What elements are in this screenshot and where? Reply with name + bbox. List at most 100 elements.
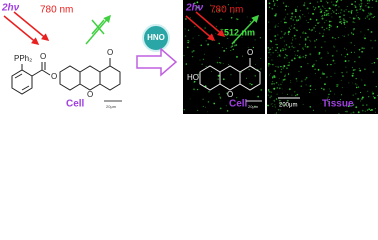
fluorescence-dot: [304, 15, 306, 17]
fluorescence-dot: [351, 10, 353, 12]
fluorescence-dot: [321, 10, 323, 11]
atom-label: HO: [187, 73, 199, 82]
fluorescence-dot: [346, 49, 347, 51]
blocked-mark: [91, 19, 105, 35]
fluorescence-dot: [233, 12, 235, 14]
fluorescence-dot: [189, 98, 191, 100]
fluorescence-dot: [276, 87, 279, 89]
fluorescence-dot: [371, 7, 373, 8]
fluorescence-dot: [323, 11, 326, 14]
fluorescence-dot: [222, 63, 224, 65]
fluorescence-dot: [345, 66, 347, 68]
fluorescence-dot: [330, 13, 332, 15]
fluorescence-dot: [323, 6, 325, 8]
fluorescence-dot: [315, 30, 316, 32]
fluorescence-dot: [350, 41, 353, 44]
fluorescence-dot: [313, 63, 315, 66]
fluorescence-dot: [269, 96, 272, 99]
fluorescence-dot: [282, 66, 285, 69]
fluorescence-dot: [312, 12, 315, 15]
fluorescence-dot: [327, 51, 329, 53]
fluorescence-dot: [284, 75, 286, 78]
fluorescence-dot: [278, 84, 280, 86]
fluorescence-dot: [352, 69, 355, 72]
fluorescence-dot: [370, 30, 373, 33]
fluorescence-dot: [254, 75, 256, 77]
fluorescence-dot: [293, 51, 295, 53]
fluorescence-dot: [280, 21, 282, 23]
fluorescence-dot: [319, 8, 322, 11]
fluorescence-dot: [190, 17, 192, 19]
fluorescence-dot: [357, 86, 360, 88]
fluorescence-dot: [346, 110, 348, 113]
fluorescence-dot: [295, 19, 298, 22]
fluorescence-dot: [271, 7, 274, 10]
fluorescence-dot: [282, 48, 284, 50]
fluorescence-dot: [321, 87, 323, 89]
fluorescence-dot: [364, 110, 366, 112]
fluorescence-dot: [371, 91, 374, 93]
fluorescence-dot: [346, 21, 348, 23]
fluorescence-dot: [317, 68, 320, 71]
fluorescence-dot: [269, 39, 272, 42]
fluorescence-dot: [322, 71, 324, 73]
fluorescence-dot: [331, 36, 334, 39]
fluorescence-dot: [352, 17, 355, 20]
fluorescence-dot: [279, 103, 281, 105]
fluorescence-dot: [356, 15, 358, 17]
fluorescence-dot: [285, 54, 287, 56]
fluorescence-dot: [329, 90, 332, 92]
fluorescence-dot: [306, 7, 309, 10]
fluorescence-dot: [285, 5, 288, 8]
fluorescence-dot: [347, 105, 350, 108]
fluorescence-dot: [225, 47, 227, 49]
fluorescence-dot: [235, 9, 238, 12]
fluorescence-dot: [325, 20, 327, 21]
fluorescence-dot: [373, 15, 376, 18]
fluorescence-dot: [372, 92, 374, 95]
fluorescence-dot: [287, 73, 290, 76]
fluorescence-dot: [351, 32, 353, 34]
fluorescence-dot: [309, 91, 311, 93]
fluorescence-dot: [349, 16, 351, 19]
fluorescence-dot: [273, 99, 275, 101]
fluorescence-dot: [354, 44, 356, 46]
fluorescence-dot: [196, 109, 199, 112]
fluorescence-dot: [355, 93, 357, 95]
fluorescence-dot: [309, 85, 312, 87]
excitation-arrow: [195, 11, 226, 37]
fluorescence-dot: [198, 73, 200, 75]
fluorescence-dot: [342, 18, 345, 20]
fluorescence-dot: [231, 45, 234, 48]
fluorescence-dot: [321, 73, 324, 75]
fluorescence-dot: [302, 55, 305, 58]
fluorescence-dot: [297, 19, 300, 21]
fluorescence-dot: [267, 62, 270, 65]
fluorescence-dot: [340, 0, 342, 1]
fluorescence-dot: [273, 99, 275, 101]
fluorescence-dot: [219, 97, 222, 99]
fluorescence-dot: [326, 2, 329, 4]
fluorescence-dot: [367, 28, 369, 31]
fluorescence-dot: [304, 78, 307, 81]
fluorescence-dot: [292, 37, 294, 39]
excitation-arrow: [185, 15, 216, 41]
fluorescence-dot: [202, 98, 204, 100]
fluorescence-dot: [328, 7, 331, 9]
fluorescence-dot: [336, 85, 338, 88]
fluorescence-dot: [286, 67, 288, 69]
fluorescence-dot: [246, 16, 248, 18]
fluorescence-dot: [299, 17, 301, 19]
fluorescence-dot: [241, 36, 243, 38]
fluorescence-dot: [218, 42, 220, 45]
fluorescence-dot: [290, 80, 292, 82]
fluorescence-dot: [240, 71, 242, 73]
fluorescence-dot: [203, 53, 205, 55]
fluorescence-dot: [346, 5, 348, 8]
fluorescence-dot: [347, 10, 350, 13]
fluorescence-dot: [343, 23, 346, 25]
fluorescence-dot: [358, 56, 361, 59]
fluorescence-dot: [272, 105, 274, 107]
fluorescence-dot: [211, 70, 213, 72]
fluorescence-dot: [344, 47, 346, 49]
